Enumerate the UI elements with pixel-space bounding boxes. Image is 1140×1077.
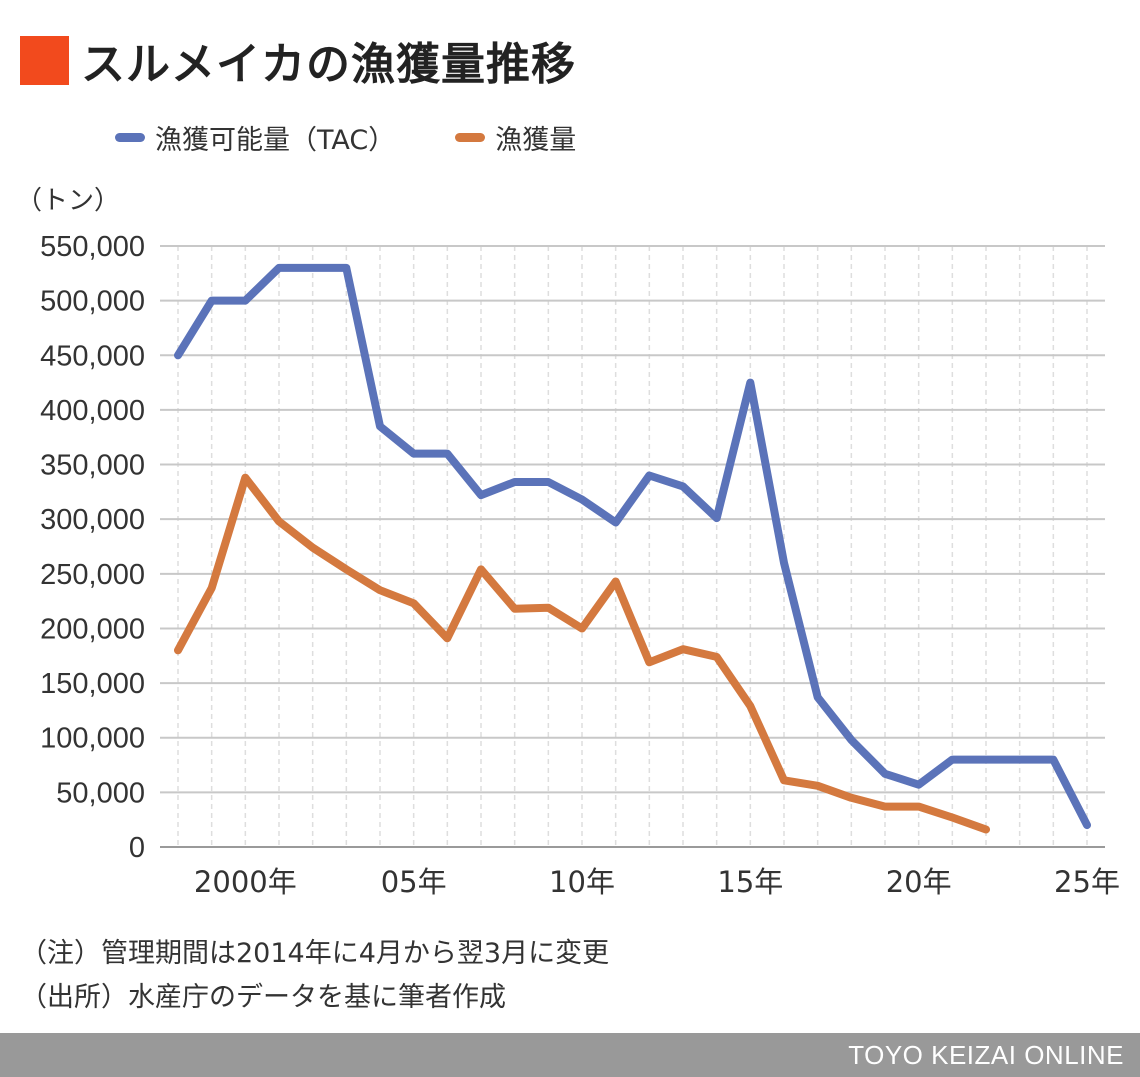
y-tick-label-2: 100,000: [40, 723, 145, 755]
series-line-catch: [174, 473, 990, 834]
y-tick-label-6: 300,000: [40, 504, 145, 536]
series-line-tac: [174, 263, 1091, 830]
title-marker: [20, 35, 69, 85]
footer-bar: TOYO KEIZAI ONLINE: [0, 1033, 1140, 1077]
legend-swatch-tac: [115, 133, 145, 142]
x-tick-label-1: 05年: [381, 865, 447, 899]
y-tick-label-5: 250,000: [40, 559, 145, 591]
y-axis-unit: （トン）: [16, 186, 121, 216]
legend-item-catch: 漁獲量: [455, 118, 576, 157]
y-tick-label-9: 450,000: [40, 340, 145, 372]
chart-title: スルメイカの漁獲量推移: [81, 39, 576, 90]
note-source: （出所）水産庁のデータを基に筆者作成: [20, 982, 506, 1013]
legend-label-catch: 漁獲量: [495, 125, 577, 156]
chart-title-block: スルメイカの漁獲量推移: [20, 30, 576, 90]
footer-credit: TOYO KEIZAI ONLINE: [848, 1039, 1124, 1070]
legend-item-tac: 漁獲可能量（TAC）: [115, 118, 395, 157]
note-management-period: （注）管理期間は2014年に4月から翌3月に変更: [20, 938, 610, 969]
legend-label-tac: 漁獲可能量（TAC）: [155, 125, 396, 156]
notes: （注）管理期間は2014年に4月から翌3月に変更 （出所）水産庁のデータを基に筆…: [20, 932, 609, 1020]
y-tick-label-0: 0: [129, 832, 145, 864]
x-tick-label-3: 15年: [717, 865, 783, 899]
y-tick-label-7: 350,000: [40, 450, 145, 482]
y-tick-label-3: 150,000: [40, 668, 145, 700]
y-tick-label-4: 200,000: [40, 613, 145, 645]
y-tick-label-8: 400,000: [40, 395, 145, 427]
x-tick-label-0: 2000年: [194, 865, 297, 899]
y-tick-label-10: 500,000: [40, 286, 145, 318]
legend: 漁獲可能量（TAC） 漁獲量: [115, 118, 636, 157]
y-tick-label-1: 50,000: [56, 777, 145, 809]
legend-swatch-catch: [455, 133, 486, 142]
x-tick-label-2: 10年: [549, 865, 615, 899]
x-tick-label-5: 25年: [1054, 865, 1120, 899]
y-tick-label-11: 550,000: [40, 231, 145, 263]
x-tick-label-4: 20年: [886, 865, 952, 899]
